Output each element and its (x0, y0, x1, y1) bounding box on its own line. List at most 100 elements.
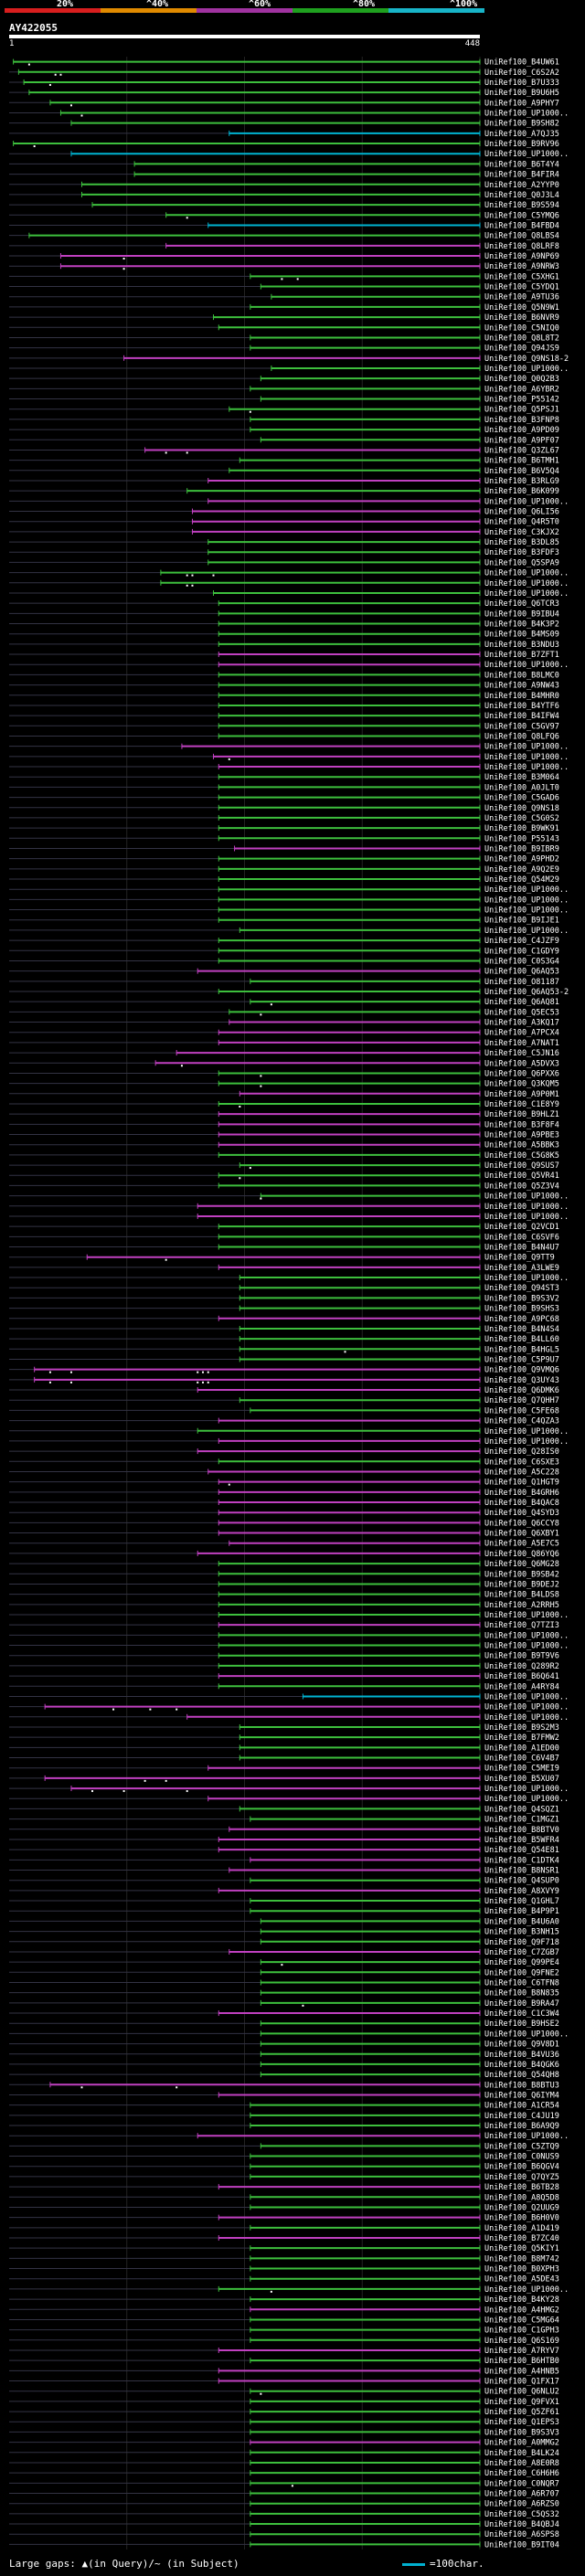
hit-row[interactable]: UniRef100_B4N4S4 (9, 1325, 559, 1334)
hit-label[interactable]: UniRef100_B4N4U7 (484, 1244, 559, 1253)
hit-label[interactable]: UniRef100_C6TFN8 (484, 1978, 559, 1988)
hit-label[interactable]: UniRef100_B9DEJ2 (484, 1580, 559, 1589)
hit-label[interactable]: UniRef100_A9PBE3 (484, 1131, 559, 1140)
hit-label[interactable]: UniRef100_A5E7C5 (484, 1540, 559, 1549)
hit-row[interactable]: UniRef100_UP1000.. (9, 569, 569, 578)
hit-row[interactable]: UniRef100_Q6AQ53-2 (9, 988, 569, 997)
hit-label[interactable]: UniRef100_C5GAD6 (484, 794, 559, 803)
hit-row[interactable]: UniRef100_Q28IS0 (9, 1447, 559, 1457)
hit-row[interactable]: UniRef100_B9U6H5 (9, 89, 559, 98)
hit-label[interactable]: UniRef100_Q0J3L4 (484, 191, 559, 200)
hit-label[interactable]: UniRef100_Q1FX17 (484, 2378, 559, 2387)
hit-row[interactable]: UniRef100_Q5EC53 (9, 1008, 559, 1017)
hit-row[interactable]: UniRef100_A2YYP0 (9, 181, 559, 190)
hit-row[interactable]: UniRef100_Q9NS18-2 (9, 355, 569, 364)
hit-row[interactable]: UniRef100_Q4SYD3 (9, 1509, 559, 1518)
hit-row[interactable]: UniRef100_Q1HGT9 (9, 1479, 559, 1488)
hit-label[interactable]: UniRef100_B4KY28 (484, 2295, 559, 2305)
hit-label[interactable]: UniRef100_Q5KIY1 (484, 2244, 559, 2253)
hit-label[interactable]: UniRef100_A5BBK3 (484, 1141, 559, 1150)
hit-row[interactable]: UniRef100_B9HSE2 (9, 2019, 559, 2029)
hit-row[interactable]: UniRef100_Q5ZF61 (9, 2408, 559, 2417)
hit-row[interactable]: UniRef100_UP1000.. (9, 1611, 569, 1620)
hit-row[interactable]: UniRef100_Q3ZL67 (9, 446, 559, 455)
hit-row[interactable]: UniRef100_Q6NLU2 (9, 2388, 559, 2397)
hit-row[interactable]: UniRef100_C5JN16 (9, 1049, 559, 1058)
hit-row[interactable]: UniRef100_Q9NS18 (9, 804, 559, 813)
hit-label[interactable]: UniRef100_B3F8F4 (484, 1120, 559, 1129)
hit-label[interactable]: UniRef100_C4JU19 (484, 2112, 559, 2121)
hit-label[interactable]: UniRef100_A9PC68 (484, 1315, 559, 1324)
hit-label[interactable]: UniRef100_B9IT04 (484, 2540, 559, 2549)
hit-row[interactable]: UniRef100_UP1000.. (9, 1203, 569, 1212)
hit-label[interactable]: UniRef100_B3DL85 (484, 538, 559, 547)
hit-label[interactable]: UniRef100_C5MG64 (484, 2316, 559, 2325)
hit-row[interactable]: UniRef100_B6QGV4 (9, 2163, 559, 2172)
hit-row[interactable]: UniRef100_B3F8F4 (9, 1120, 559, 1129)
hit-label[interactable]: UniRef100_B6H0V0 (484, 2214, 559, 2223)
hit-row[interactable]: UniRef100_A5DVX3 (9, 1059, 559, 1068)
hit-row[interactable]: UniRef100_B5WFR4 (9, 1836, 559, 1845)
hit-label[interactable]: UniRef100_C5ZTQ9 (484, 2142, 559, 2151)
hit-row[interactable]: UniRef100_UP1000.. (9, 927, 569, 936)
hit-label[interactable]: UniRef100_Q6AQ53 (484, 968, 559, 977)
hit-row[interactable]: UniRef100_UP1000.. (9, 109, 569, 118)
hit-label[interactable]: UniRef100_A9P0M1 (484, 1090, 559, 1099)
hit-row[interactable]: UniRef100_P55143 (9, 834, 559, 843)
hit-row[interactable]: UniRef100_Q9SUS7 (9, 1161, 559, 1171)
hit-row[interactable]: UniRef100_B9SHS3 (9, 1305, 559, 1314)
hit-label[interactable]: UniRef100_B4YTF6 (484, 702, 559, 711)
hit-label[interactable]: UniRef100_C1E8Y9 (484, 1100, 559, 1109)
hit-row[interactable]: UniRef100_Q8L8T2 (9, 334, 559, 343)
hit-label[interactable]: UniRef100_Q54QH8 (484, 2071, 559, 2080)
hit-row[interactable]: UniRef100_Q8LRF8 (9, 242, 559, 251)
hit-row[interactable]: UniRef100_A9NRW3 (9, 262, 559, 271)
hit-row[interactable]: UniRef100_P55142 (9, 396, 559, 405)
hit-label[interactable]: UniRef100_A9Q2E9 (484, 865, 559, 875)
hit-label[interactable]: UniRef100_Q6CCY8 (484, 1519, 559, 1528)
hit-label[interactable]: UniRef100_UP1000.. (484, 2132, 569, 2141)
hit-label[interactable]: UniRef100_Q6IYM4 (484, 2091, 559, 2100)
hit-row[interactable]: UniRef100_B4YTF6 (9, 702, 559, 711)
hit-label[interactable]: UniRef100_C7ZGB7 (484, 1948, 559, 1957)
hit-row[interactable]: UniRef100_Q6TCR3 (9, 599, 559, 609)
hit-row[interactable]: UniRef100_Q0J3L4 (9, 191, 559, 200)
hit-row[interactable]: UniRef100_Q6CCY8 (9, 1519, 559, 1528)
hit-label[interactable]: UniRef100_B3FNP8 (484, 416, 559, 425)
hit-label[interactable]: UniRef100_Q6S169 (484, 2337, 559, 2346)
hit-label[interactable]: UniRef100_Q5N9W1 (484, 303, 559, 313)
hit-row[interactable]: UniRef100_B3FDF3 (9, 548, 559, 557)
hit-label[interactable]: UniRef100_B9HLZ1 (484, 1110, 559, 1119)
hit-label[interactable]: UniRef100_A1D419 (484, 2224, 559, 2233)
hit-row[interactable]: UniRef100_C5QS32 (9, 2510, 559, 2519)
hit-row[interactable]: UniRef100_B6K099 (9, 487, 559, 496)
hit-row[interactable]: UniRef100_UP1000.. (9, 1713, 569, 1723)
hit-label[interactable]: UniRef100_A3LWE9 (484, 1264, 559, 1273)
hit-label[interactable]: UniRef100_B7U333 (484, 79, 559, 88)
hit-row[interactable]: UniRef100_C5MG64 (9, 2316, 559, 2325)
hit-row[interactable]: UniRef100_B7U333 (9, 79, 559, 88)
hit-label[interactable]: UniRef100_B9T9V6 (484, 1652, 559, 1661)
hit-row[interactable]: UniRef100_UP1000.. (9, 896, 569, 905)
hit-label[interactable]: UniRef100_B6A9Q9 (484, 2122, 559, 2131)
hit-row[interactable]: UniRef100_Q6DMK6 (9, 1386, 559, 1395)
hit-label[interactable]: UniRef100_UP1000.. (484, 896, 569, 905)
hit-label[interactable]: UniRef100_A4RY84 (484, 1682, 559, 1691)
hit-label[interactable]: UniRef100_B9SH82 (484, 120, 559, 129)
hit-label[interactable]: UniRef100_B9SHS3 (484, 1305, 559, 1314)
hit-row[interactable]: UniRef100_B3FNP8 (9, 416, 559, 425)
hit-row[interactable]: UniRef100_B7ZFT1 (9, 651, 559, 660)
hit-label[interactable]: UniRef100_Q5ZF61 (484, 2408, 559, 2417)
hit-row[interactable]: UniRef100_C5FE68 (9, 1406, 559, 1415)
hit-label[interactable]: UniRef100_B4LK24 (484, 2449, 559, 2458)
hit-row[interactable]: UniRef100_A1D419 (9, 2224, 559, 2233)
hit-row[interactable]: UniRef100_C3KJX2 (9, 528, 559, 537)
hit-label[interactable]: UniRef100_C1C3W4 (484, 2009, 559, 2019)
hit-row[interactable]: UniRef100_B3NH15 (9, 1928, 559, 1937)
hit-label[interactable]: UniRef100_Q9FNE2 (484, 1968, 559, 1977)
hit-label[interactable]: UniRef100_C0S3G4 (484, 957, 559, 966)
hit-row[interactable]: UniRef100_A7RYV7 (9, 2347, 559, 2356)
hit-label[interactable]: UniRef100_A8E0R8 (484, 2459, 559, 2468)
hit-label[interactable]: UniRef100_Q54E81 (484, 1846, 559, 1855)
hit-row[interactable]: UniRef100_A4RY84 (9, 1682, 559, 1691)
